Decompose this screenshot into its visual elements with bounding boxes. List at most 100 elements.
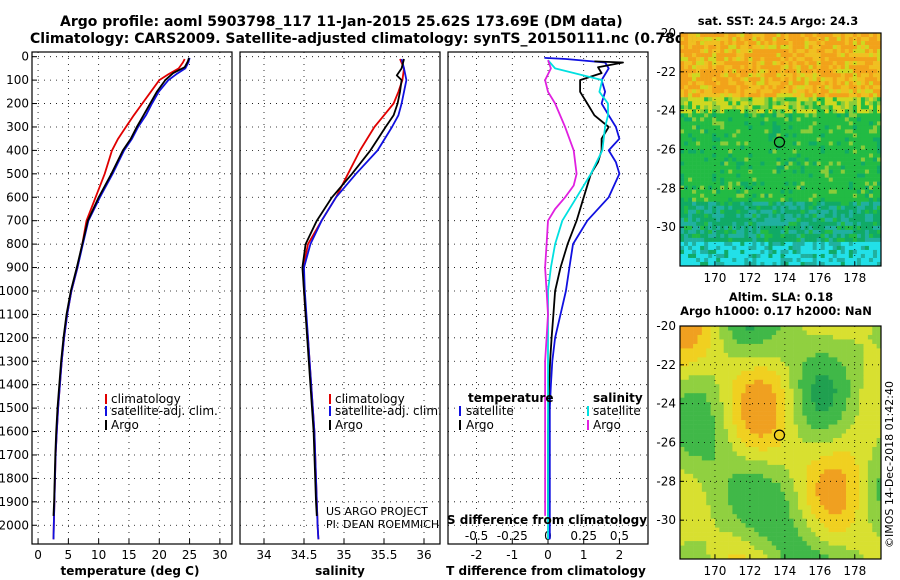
heatmap-cell [811,388,816,394]
heatmap-cell [867,384,873,390]
heatmap-cell [844,117,850,122]
heatmap-cell [736,85,741,90]
heatmap-cell [732,402,738,407]
heatmap-cell [863,384,869,390]
heatmap-cell [867,478,873,484]
heatmap-cell [806,348,812,354]
heatmap-cell [776,137,781,142]
heatmap-cell [736,105,741,110]
heatmap-cell [837,424,842,430]
heatmap-cell [701,384,707,390]
legend-label-s-satellite: satellite [593,404,641,418]
heatmap-cell [792,145,797,150]
heatmap-cell [728,339,733,345]
heatmap-cell [700,225,705,231]
heatmap-cell [844,165,850,170]
heatmap-cell [812,229,817,235]
heatmap-cell [836,109,842,114]
heatmap-cell [788,157,793,162]
heatmap-cell [852,197,858,203]
heatmap-cell [832,177,838,182]
heatmap-cell [728,402,733,407]
heatmap-cell [692,225,697,231]
heatmap-cell [789,500,794,506]
heatmap-cell [720,185,725,190]
heatmap-cell [788,149,793,154]
heatmap-cell [754,442,759,448]
heatmap-cell [771,438,777,443]
heatmap-cell [804,113,809,118]
heatmap-cell [720,157,725,162]
heatmap-cell [808,149,813,154]
heatmap-cell [824,41,830,46]
heatmap-cell [836,33,842,38]
heatmap-cell [868,229,874,235]
heatmap-cell [700,61,705,66]
heatmap-cell [868,129,874,134]
heatmap-cell [696,113,701,118]
heatmap-cell [800,61,805,66]
heatmap-cell [876,45,882,50]
heatmap-cell [832,357,838,363]
heatmap-cell [832,173,838,178]
heatmap-cell [860,109,866,114]
heatmap-cell [692,125,697,130]
heatmap-cell [824,121,830,126]
heatmap-cell [784,496,790,502]
heatmap-cell [720,177,725,182]
x-tick-label: -1 [506,548,518,562]
heatmap-cell [719,473,724,479]
heatmap-cell [846,415,851,421]
heatmap-cell [714,384,720,390]
heatmap-cell [716,177,721,182]
heatmap-cell [696,245,701,251]
heatmap-cell [780,455,786,461]
heatmap-cell [864,45,870,50]
heatmap-cell [716,137,721,142]
heatmap-cell [723,438,729,443]
heatmap-cell [811,402,816,407]
heatmap-cell [816,253,821,259]
heatmap-cell [716,217,721,223]
heatmap-cell [700,109,705,114]
heatmap-cell [696,209,701,215]
heatmap-cell [804,225,809,231]
heatmap-cell [808,209,813,215]
heatmap-cell [736,157,741,162]
heatmap-cell [868,41,874,46]
heatmap-cell [680,53,685,58]
heatmap-cell [736,189,741,194]
heatmap-cell [792,33,797,38]
heatmap-cell [852,177,858,182]
heatmap-cell [692,229,697,235]
heatmap-cell [756,125,761,130]
heatmap-cell [760,169,765,174]
heatmap-cell [692,133,697,138]
heatmap-cell [697,330,703,336]
heatmap-cell [841,406,847,412]
heatmap-cell [815,482,821,488]
heatmap-cell [688,177,693,182]
heatmap-cell [806,406,812,412]
heatmap-cell [704,197,709,203]
heatmap-cell [710,393,716,398]
heatmap-cell [732,496,738,502]
heatmap-cell [719,496,724,502]
heatmap-cell [756,193,761,199]
heatmap-cell [772,169,777,174]
heatmap-cell [846,464,851,470]
heatmap-cell [728,61,733,66]
heatmap-cell [848,97,854,102]
heatmap-cell [728,57,733,62]
heatmap-cell [688,393,694,398]
heatmap-cell [789,384,794,390]
heatmap-cell [804,245,809,251]
heatmap-cell [815,379,821,385]
heatmap-cell [841,500,847,506]
heatmap-cell [767,415,773,421]
heatmap-cell [708,181,713,186]
heatmap-cell [684,101,689,106]
heatmap-cell [776,411,781,416]
heatmap-cell [763,469,768,475]
heatmap-cell [832,161,838,166]
